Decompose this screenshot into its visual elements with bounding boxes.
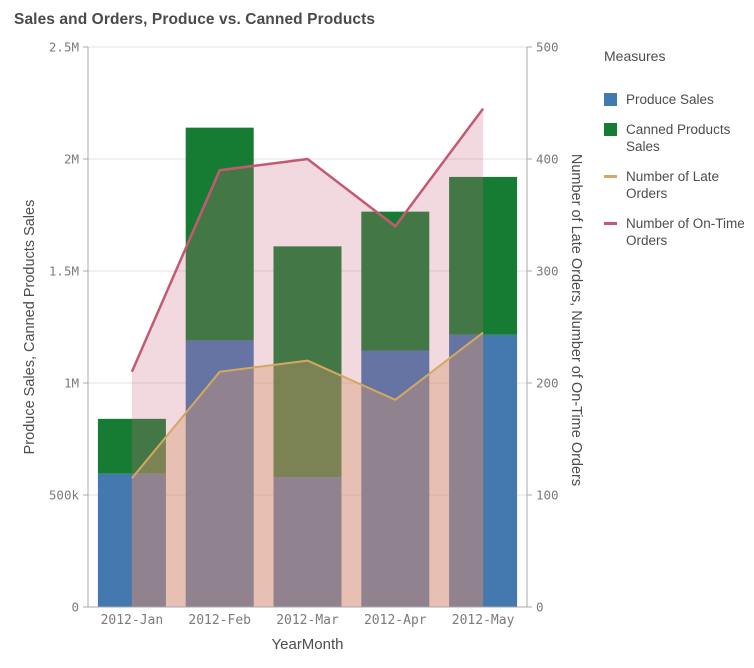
bar-produce-sales-2012-Jan[interactable] xyxy=(97,473,166,607)
left-tick-label: 2M xyxy=(64,152,79,167)
right-tick-label: 500 xyxy=(536,40,559,55)
legend-title: Measures xyxy=(604,48,666,64)
legend-item-late-orders[interactable]: Number of Late Orders xyxy=(604,168,752,202)
bar-produce-sales-2012-Mar[interactable] xyxy=(273,477,342,607)
legend-label: Number of Late Orders xyxy=(626,169,720,201)
x-tick-label-2012-May: 2012-May xyxy=(452,613,515,628)
x-tick-label-2012-Feb: 2012-Feb xyxy=(188,613,251,628)
area-late-orders xyxy=(131,332,484,607)
right-tick-label: 400 xyxy=(536,152,559,167)
right-tick-label: 300 xyxy=(536,264,559,279)
legend: Measures Produce Sales Canned Products S… xyxy=(604,48,752,262)
legend-item-canned-products-sales[interactable]: Canned Products Sales xyxy=(604,121,752,155)
on-time-orders-swatch-icon xyxy=(604,222,617,225)
bar-produce-sales-2012-May[interactable] xyxy=(449,334,518,607)
bar-canned-sales-2012-May[interactable] xyxy=(449,176,518,335)
area-on-time-orders xyxy=(131,108,484,607)
right-tick-label: 0 xyxy=(536,600,544,615)
x-tick-label-2012-Mar: 2012-Mar xyxy=(276,613,339,628)
legend-label: Produce Sales xyxy=(626,92,714,107)
bar-produce-sales-2012-Feb[interactable] xyxy=(185,340,254,607)
bar-produce-sales-2012-Apr[interactable] xyxy=(361,350,430,607)
line-late-orders[interactable] xyxy=(131,331,484,479)
left-axis-title: Produce Sales, Canned Products Sales xyxy=(22,199,38,455)
bar-canned-sales-2012-Feb[interactable] xyxy=(185,127,254,341)
chart-title: Sales and Orders, Produce vs. Canned Pro… xyxy=(14,11,376,28)
right-tick-label: 200 xyxy=(536,376,559,391)
left-tick-label: 500k xyxy=(49,488,80,503)
late-orders-swatch-icon xyxy=(604,175,617,178)
x-tick-label-2012-Apr: 2012-Apr xyxy=(364,613,427,628)
right-tick-label: 100 xyxy=(536,488,559,503)
canned-products-sales-swatch-icon xyxy=(604,123,617,136)
x-axis-title: YearMonth xyxy=(271,636,344,653)
legend-label: Canned Products Sales xyxy=(626,122,731,154)
line-on-time-orders[interactable] xyxy=(130,107,485,373)
bar-canned-sales-2012-Apr[interactable] xyxy=(361,211,430,351)
produce-sales-swatch-icon xyxy=(604,93,617,106)
x-tick-label-2012-Jan: 2012-Jan xyxy=(101,613,164,628)
legend-item-produce-sales[interactable]: Produce Sales xyxy=(604,91,752,108)
left-tick-label: 1.5M xyxy=(49,264,79,279)
left-tick-label: 1M xyxy=(64,376,79,391)
left-tick-label: 2.5M xyxy=(49,40,79,55)
bar-canned-sales-2012-Mar[interactable] xyxy=(273,246,342,478)
right-axis-title: Number of Late Orders, Number of On-Time… xyxy=(568,153,584,487)
left-tick-label: 0 xyxy=(71,600,79,615)
legend-label: Number of On-Time Orders xyxy=(626,216,745,248)
bar-canned-sales-2012-Jan[interactable] xyxy=(97,418,166,474)
legend-item-on-time-orders[interactable]: Number of On-Time Orders xyxy=(604,215,752,249)
